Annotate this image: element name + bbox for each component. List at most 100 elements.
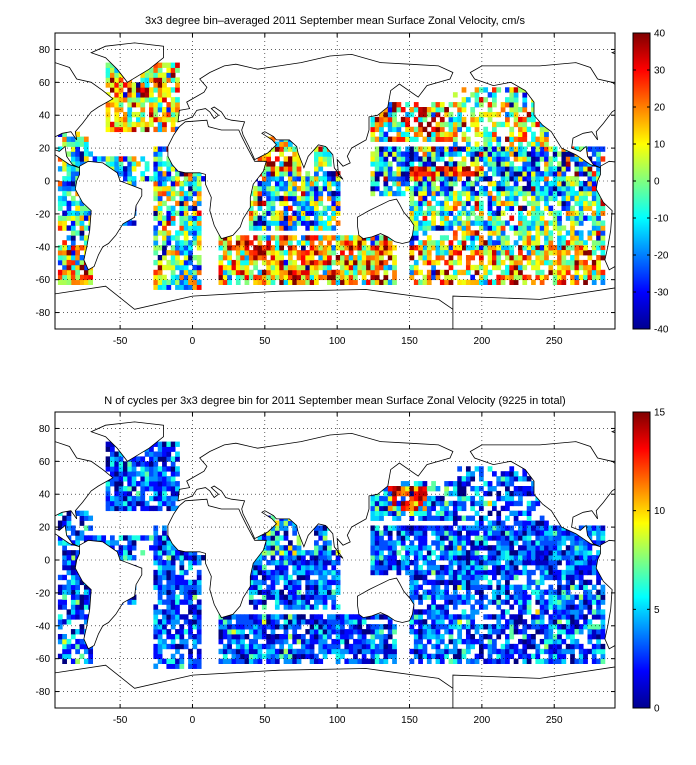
x-tick-label: 200 [474, 336, 491, 347]
heatmap-cell [366, 644, 371, 649]
heatmap-cell [383, 496, 388, 501]
heatmap-cell [84, 142, 89, 147]
heatmap-cell [145, 72, 150, 77]
heatmap-cell [266, 211, 271, 216]
heatmap-cell [462, 220, 467, 225]
heatmap-cell [323, 560, 328, 565]
heatmap-cell [284, 280, 289, 285]
heatmap-cell [535, 225, 540, 230]
heatmap-cell [62, 255, 67, 260]
heatmap-cell [574, 216, 579, 221]
heatmap-cell [266, 270, 271, 275]
heatmap-cell [271, 270, 276, 275]
heatmap-cell [153, 72, 158, 77]
heatmap-cell [405, 570, 410, 575]
heatmap-cell [292, 216, 297, 221]
heatmap-cell [453, 486, 458, 491]
heatmap-cell [284, 260, 289, 265]
heatmap-cell [544, 171, 549, 176]
heatmap-cell [149, 506, 154, 511]
heatmap-cell [509, 511, 514, 516]
heatmap-cell [344, 275, 349, 280]
heatmap-cell [284, 614, 289, 619]
heatmap-cell [436, 245, 441, 250]
heatmap-cell [153, 82, 158, 87]
heatmap-cell [314, 156, 319, 161]
heatmap-cell [475, 102, 480, 107]
heatmap-cell [557, 260, 562, 265]
heatmap-cell [583, 565, 588, 570]
heatmap-cell [340, 245, 345, 250]
heatmap-cell [531, 206, 536, 211]
heatmap-cell [353, 255, 358, 260]
heatmap-cell [279, 624, 284, 629]
heatmap-cell [262, 619, 267, 624]
heatmap-cell [219, 275, 224, 280]
heatmap-cell [253, 590, 258, 595]
heatmap-cell [314, 181, 319, 186]
heatmap-cell [522, 225, 527, 230]
heatmap-cell [414, 176, 419, 181]
heatmap-cell [192, 664, 197, 669]
heatmap-cell [175, 235, 180, 240]
heatmap-cell [271, 560, 276, 565]
heatmap-cell [271, 211, 276, 216]
heatmap-cell [527, 176, 532, 181]
heatmap-cell [483, 555, 488, 560]
heatmap-cell [227, 265, 232, 270]
heatmap-cell [171, 555, 176, 560]
heatmap-cell [158, 191, 163, 196]
heatmap-cell [405, 525, 410, 530]
heatmap-cell [574, 565, 579, 570]
heatmap-cell [258, 275, 263, 280]
heatmap-cell [245, 235, 250, 240]
heatmap-cell [548, 191, 553, 196]
heatmap-cell [279, 260, 284, 265]
heatmap-cell [362, 280, 367, 285]
heatmap-cell [275, 535, 280, 540]
heatmap-cell [423, 560, 428, 565]
heatmap-cell [414, 137, 419, 142]
heatmap-cell [453, 501, 458, 506]
heatmap-cell [297, 555, 302, 560]
heatmap-cell [470, 501, 475, 506]
heatmap-cell [496, 521, 501, 526]
heatmap-cell [431, 166, 436, 171]
heatmap-cell [588, 560, 593, 565]
heatmap-cell [501, 270, 506, 275]
heatmap-cell [535, 521, 540, 526]
heatmap-cell [158, 506, 163, 511]
heatmap-cell [444, 122, 449, 127]
heatmap-cell [258, 235, 263, 240]
heatmap-cell [331, 580, 336, 585]
heatmap-cell [114, 72, 119, 77]
heatmap-cell [275, 245, 280, 250]
heatmap-cell [492, 181, 497, 186]
heatmap-cell [479, 186, 484, 191]
heatmap-cell [531, 245, 536, 250]
heatmap-cell [75, 530, 80, 535]
heatmap-cell [410, 250, 415, 255]
heatmap-cell [431, 481, 436, 486]
heatmap-cell [314, 654, 319, 659]
heatmap-cell [197, 609, 202, 614]
heatmap-cell [492, 216, 497, 221]
heatmap-cell [153, 97, 158, 102]
heatmap-cell [483, 491, 488, 496]
heatmap-cell [127, 112, 132, 117]
heatmap-cell [427, 555, 432, 560]
heatmap-cell [527, 181, 532, 186]
heatmap-cell [462, 122, 467, 127]
heatmap-cell [470, 540, 475, 545]
heatmap-cell [566, 555, 571, 560]
heatmap-cell [127, 156, 132, 161]
heatmap-cell [305, 275, 310, 280]
heatmap-cell [305, 270, 310, 275]
heatmap-cell [540, 151, 545, 156]
heatmap-cell [340, 270, 345, 275]
heatmap-cell [535, 540, 540, 545]
heatmap-cell [357, 639, 362, 644]
heatmap-cell [423, 245, 428, 250]
heatmap-cell [535, 146, 540, 151]
heatmap-cell [288, 619, 293, 624]
